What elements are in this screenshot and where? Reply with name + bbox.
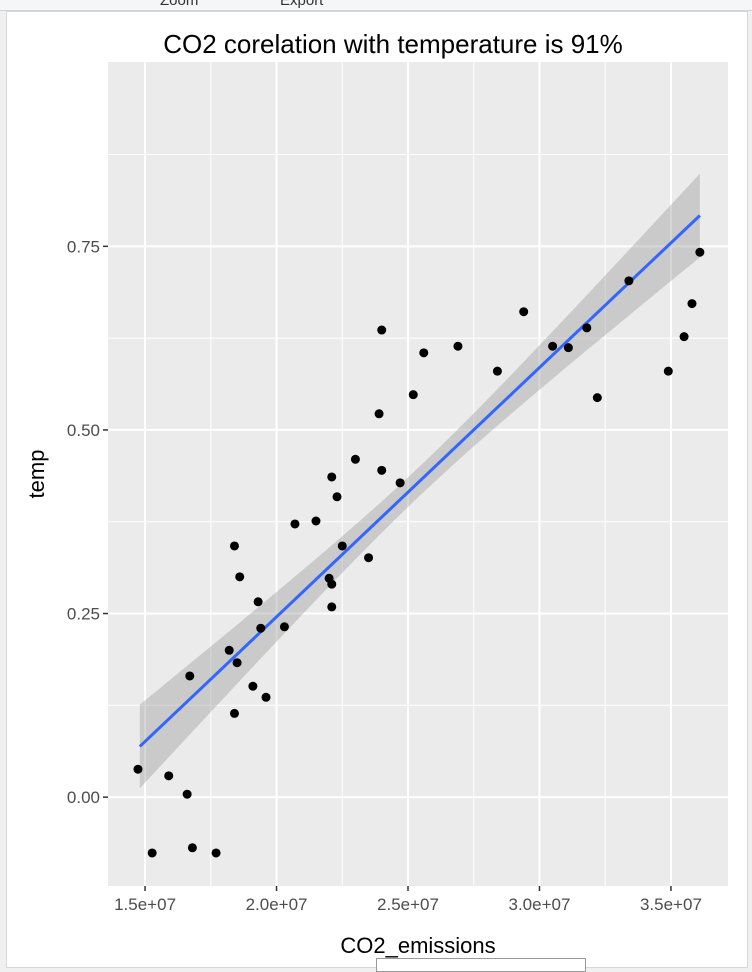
data-point	[164, 771, 174, 781]
chart-title: CO2 corelation with temperature is 91%	[163, 29, 623, 59]
data-point	[235, 572, 245, 582]
x-tick-label: 3.0e+07	[509, 895, 571, 914]
data-point	[492, 366, 502, 376]
data-point	[374, 409, 384, 419]
data-point	[327, 579, 337, 589]
data-point	[582, 323, 592, 333]
data-point	[563, 343, 573, 353]
data-point	[256, 623, 266, 633]
y-tick-label: 0.75	[67, 237, 100, 256]
data-point	[408, 390, 418, 400]
data-point	[350, 454, 360, 464]
regression-line	[138, 214, 701, 748]
data-point	[248, 681, 258, 691]
data-point	[279, 622, 289, 632]
data-point	[453, 341, 463, 351]
y-tick-label: 0.50	[67, 421, 100, 440]
data-point	[624, 276, 634, 286]
data-point	[663, 366, 673, 376]
data-point	[679, 332, 689, 342]
data-point	[229, 708, 239, 718]
data-point	[695, 247, 705, 257]
zoom-button[interactable]: Zoom	[160, 0, 199, 9]
data-point	[519, 307, 529, 317]
data-point	[548, 341, 558, 351]
plot-panel	[108, 62, 728, 886]
points	[133, 247, 705, 858]
data-point	[147, 848, 157, 858]
data-point	[232, 658, 242, 668]
data-point	[419, 348, 429, 358]
data-point	[229, 541, 239, 551]
x-axis-label: CO2_emissions	[340, 933, 495, 958]
x-tick-label: 2.0e+07	[246, 895, 308, 914]
y-tick-label: 0.00	[67, 788, 100, 807]
data-point	[211, 848, 221, 858]
plot-toolbar: Zoom Export	[0, 0, 752, 11]
export-button[interactable]: Export	[280, 0, 324, 9]
data-point	[182, 789, 192, 799]
y-tick-label: 0.25	[67, 605, 100, 624]
data-point	[261, 692, 271, 702]
data-point	[337, 541, 347, 551]
x-tick-label: 3.5e+07	[640, 895, 702, 914]
data-point	[187, 843, 197, 853]
data-point	[327, 602, 337, 612]
data-point	[133, 764, 143, 774]
x-tick-label: 2.5e+07	[377, 895, 439, 914]
y-axis-label: temp	[24, 450, 49, 499]
data-point	[395, 478, 405, 488]
data-point	[364, 553, 374, 563]
data-point	[185, 671, 195, 681]
data-point	[377, 325, 387, 335]
grid-lines	[78, 62, 728, 890]
data-point	[224, 645, 234, 655]
data-point	[332, 492, 342, 502]
fit-line	[138, 214, 701, 748]
data-point	[253, 597, 263, 607]
axes: 1.5e+07 2.0e+07 2.5e+07 3.0e+07 3.5e+07 0.00 0…	[67, 237, 702, 914]
data-point	[687, 299, 697, 309]
bottom-box	[376, 958, 586, 972]
data-point	[377, 465, 387, 475]
data-point	[592, 393, 602, 403]
x-tick-label: 1.5e+07	[114, 895, 176, 914]
data-point	[290, 519, 300, 529]
data-point	[327, 472, 337, 482]
data-point	[311, 516, 321, 526]
